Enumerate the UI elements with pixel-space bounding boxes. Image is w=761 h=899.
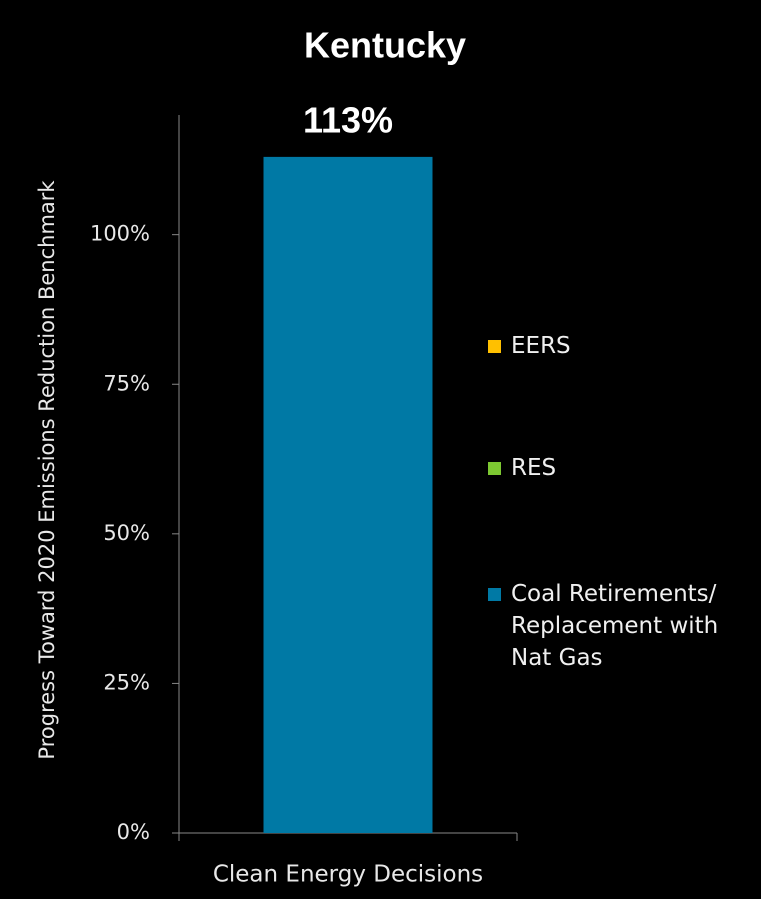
legend-label: Coal Retirements/ Replacement with Nat G… — [511, 581, 719, 671]
legend-swatch — [488, 588, 501, 601]
legend-item: Coal Retirements/ Replacement with Nat G… — [488, 578, 758, 674]
legend-swatch — [488, 462, 501, 475]
y-tick-label: 75% — [103, 371, 150, 395]
data-label: 113% — [303, 99, 393, 140]
y-axis-label: Progress Toward 2020 Emissions Reduction… — [35, 180, 59, 760]
legend-item: EERS — [488, 330, 758, 362]
chart-title: Kentucky — [304, 25, 466, 66]
legend-label: EERS — [511, 333, 571, 359]
bar-segment — [263, 156, 433, 834]
legend-swatch — [488, 340, 501, 353]
x-tick-label: Clean Energy Decisions — [213, 862, 483, 888]
y-tick-label: 50% — [103, 521, 150, 545]
legend-label: RES — [511, 455, 557, 481]
legend-item: RES — [488, 452, 758, 484]
y-tick-label: 100% — [90, 222, 150, 246]
y-tick-label: 25% — [103, 670, 150, 694]
y-tick-label: 0% — [117, 820, 150, 844]
